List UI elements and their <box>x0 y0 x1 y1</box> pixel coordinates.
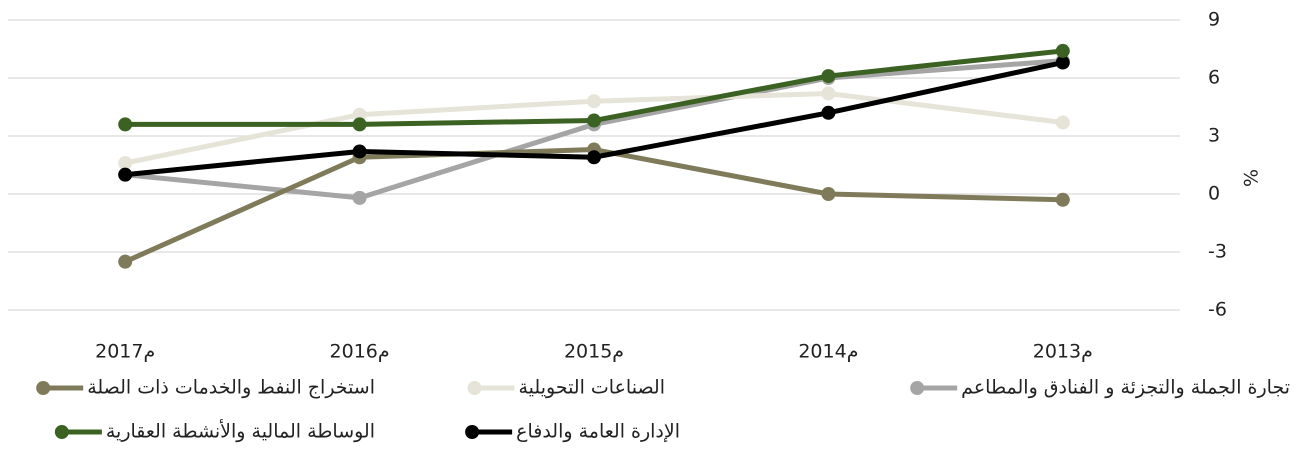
data-point <box>821 69 836 84</box>
legend-label: الإدارة العامة والدفاع <box>516 421 680 443</box>
data-point <box>1055 55 1070 70</box>
legend-label: استخراج النفط والخدمات ذات الصلة <box>87 377 375 399</box>
data-point <box>821 86 836 101</box>
data-point <box>821 105 836 120</box>
data-point <box>1055 192 1070 207</box>
y-tick-label: 9 <box>1208 9 1220 31</box>
y-tick-label: -3 <box>1208 241 1227 263</box>
data-point <box>352 117 367 132</box>
series-line <box>125 48 1064 127</box>
legend-marker <box>910 381 925 395</box>
legend-marker <box>467 381 482 395</box>
data-point <box>118 156 133 171</box>
data-point <box>821 187 836 201</box>
data-point <box>352 144 367 159</box>
data-point <box>587 150 601 165</box>
x-tick-label: 2017م <box>95 341 155 363</box>
legend-marker <box>465 425 480 439</box>
data-point <box>587 113 601 128</box>
x-tick-label: 2015م <box>564 341 624 363</box>
legend-label: الصناعات التحويلية <box>519 377 666 399</box>
legend-label: تجارة الجملة والتجزئة و الفنادق والمطاعم <box>961 377 1290 399</box>
data-point <box>352 107 367 122</box>
series-line <box>124 147 1063 264</box>
legend-marker <box>54 425 69 439</box>
legend-label: الوساطة المالية والأنشطة العقارية <box>106 420 375 443</box>
data-point <box>118 254 133 269</box>
y-tick-label: -6 <box>1208 299 1227 321</box>
x-tick-label: 2014م <box>798 341 858 363</box>
data-point <box>352 190 367 205</box>
x-tick-label: 2013م <box>1033 341 1093 363</box>
legend-marker <box>36 381 51 395</box>
x-tick-label: 2016م <box>330 341 390 363</box>
data-point <box>587 94 601 109</box>
data-point <box>118 167 133 182</box>
data-point <box>1055 115 1070 130</box>
data-point <box>118 117 133 132</box>
y-tick-label: 3 <box>1208 125 1220 147</box>
y-tick-label: 0 <box>1208 183 1220 205</box>
y-axis-label: % <box>1241 169 1263 187</box>
y-tick-label: 6 <box>1208 67 1220 89</box>
data-point <box>1055 43 1070 58</box>
